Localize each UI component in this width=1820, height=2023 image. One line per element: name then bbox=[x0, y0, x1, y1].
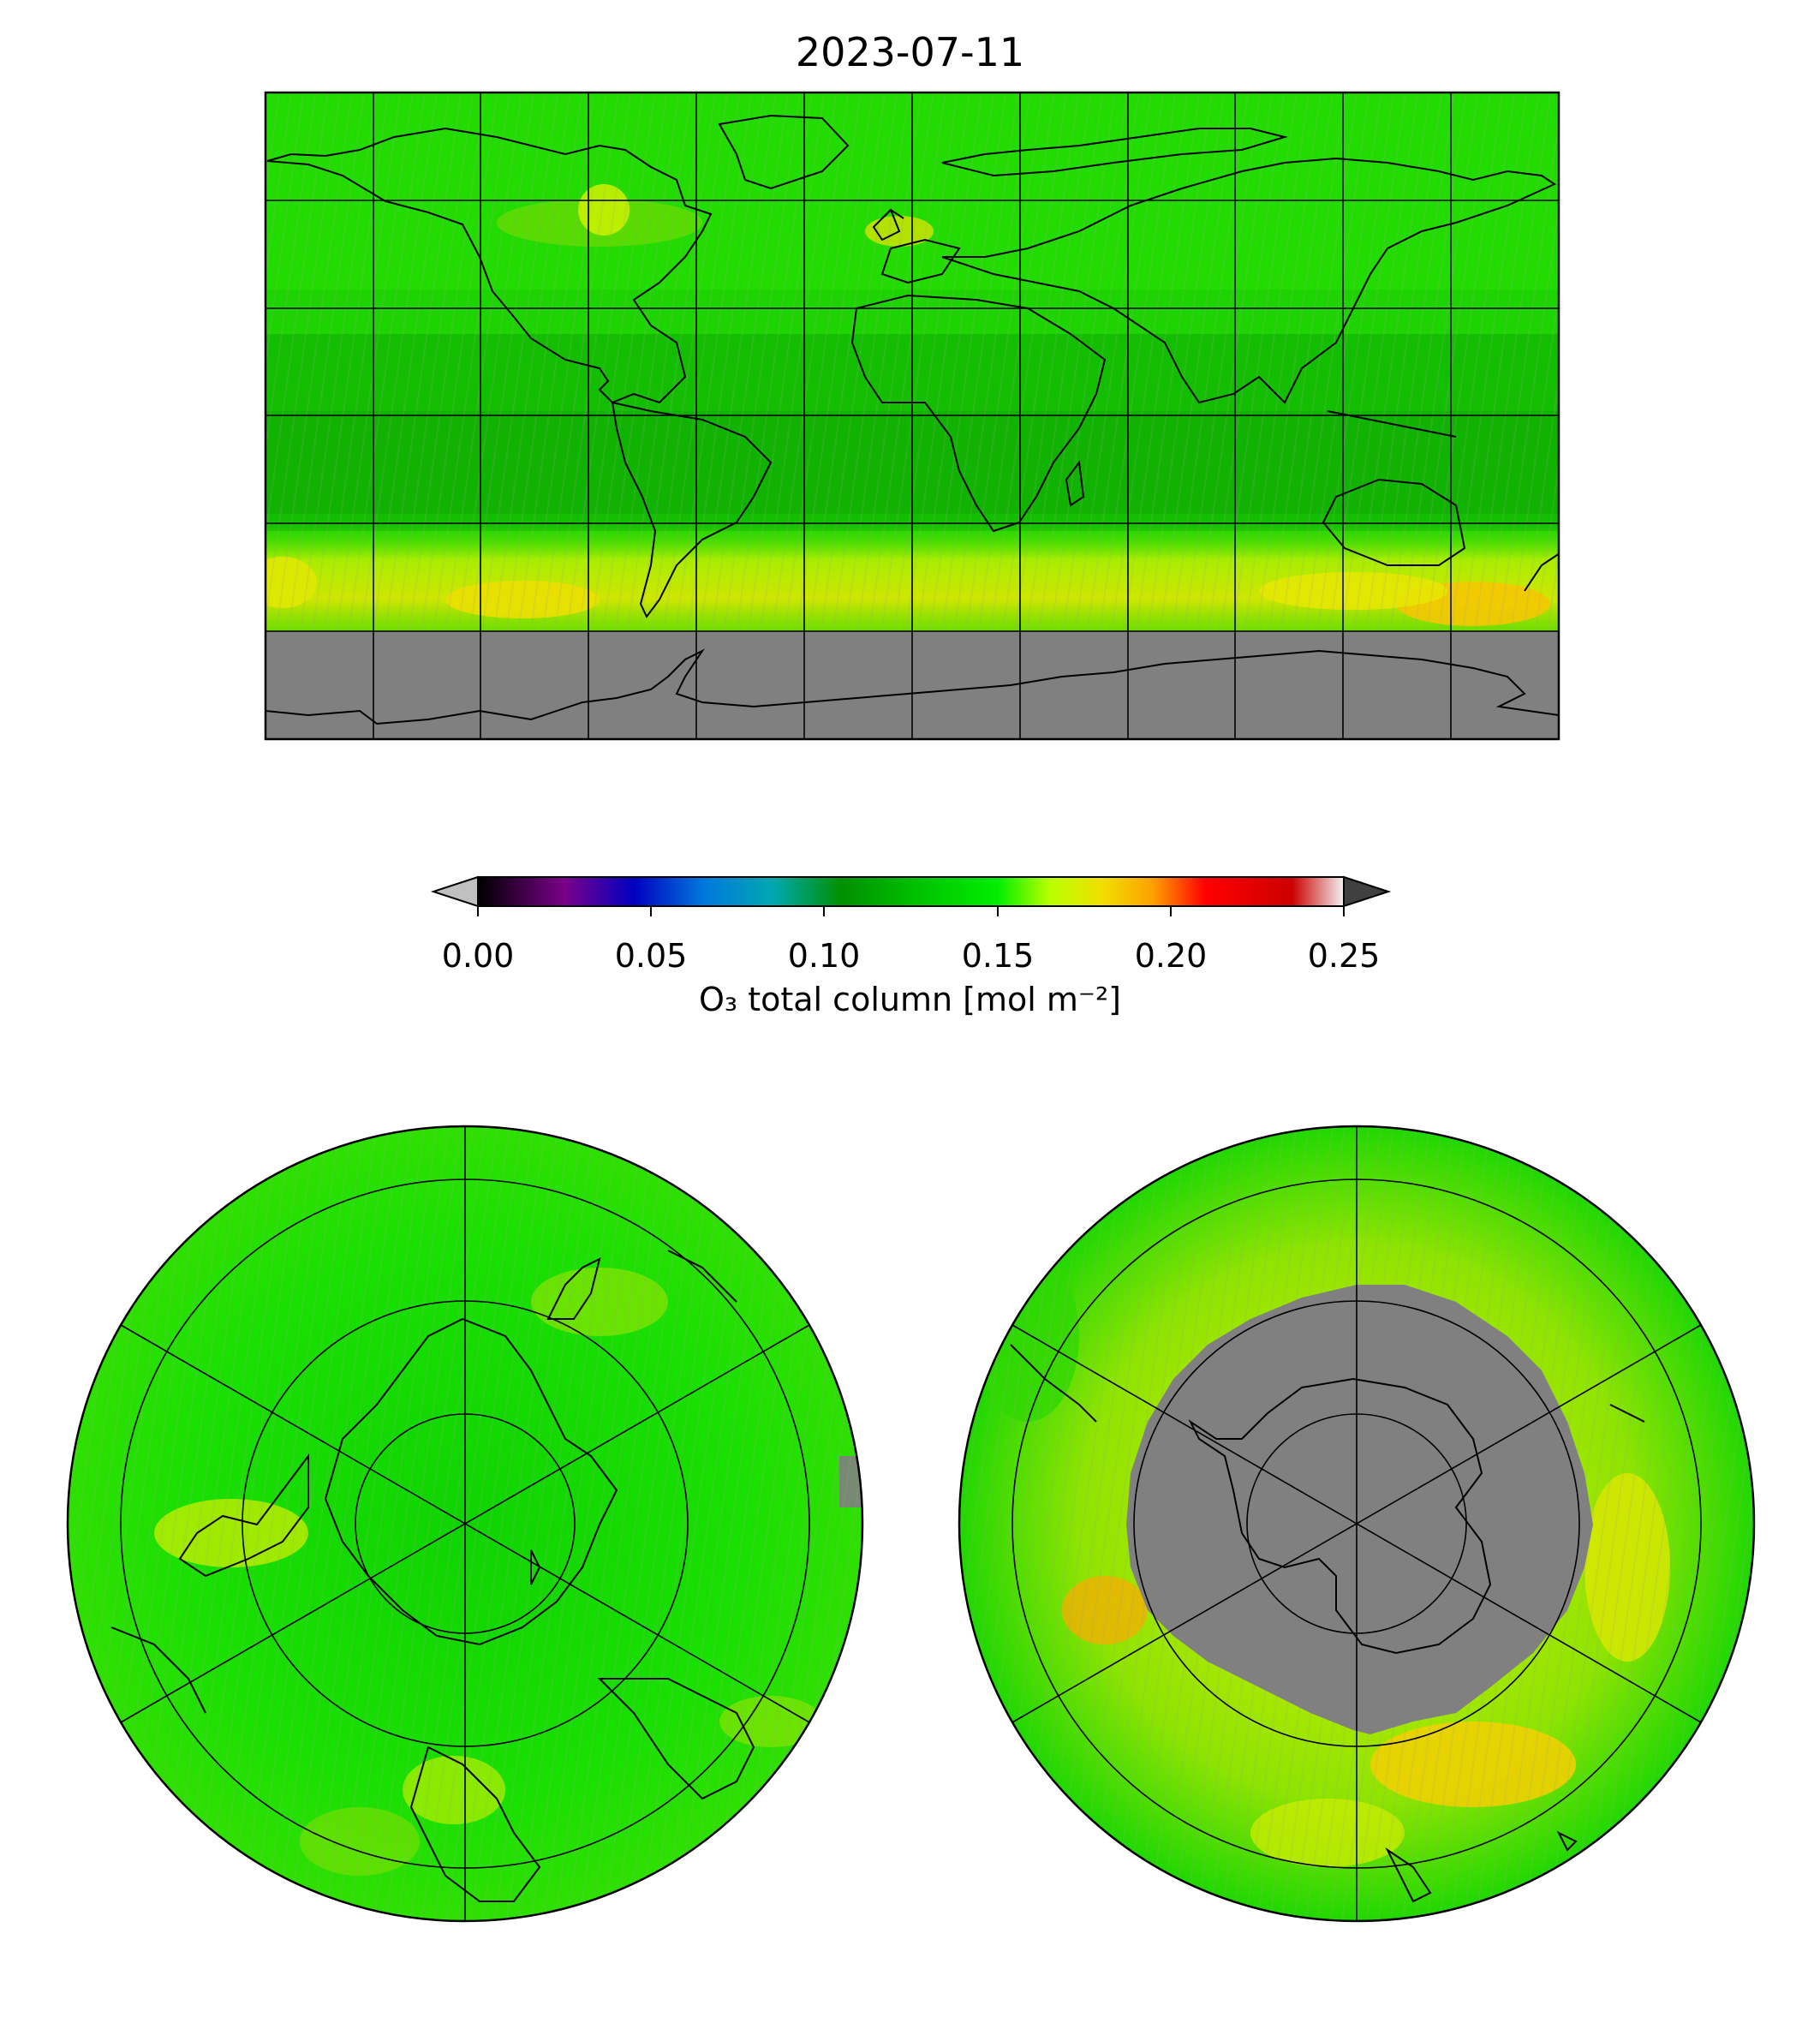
global-map bbox=[264, 91, 1560, 741]
north-polar-field bbox=[68, 1126, 862, 1921]
colorbar-tick-label: 0.00 bbox=[441, 937, 515, 975]
global-map-frame bbox=[264, 91, 1560, 741]
colorbar-tick-label: 0.05 bbox=[614, 937, 688, 975]
north-polar-coastlines bbox=[110, 1250, 755, 1902]
north-polar-graticule bbox=[120, 1126, 810, 1921]
figure-title: 2023-07-11 bbox=[795, 29, 1025, 75]
colorbar-tick-marks bbox=[477, 906, 1345, 916]
global-map-field bbox=[266, 92, 1559, 739]
colorbar-tick-label: 0.25 bbox=[1307, 937, 1381, 975]
colorbar-label: O₃ total column [mol m⁻²] bbox=[698, 981, 1122, 1018]
south-polar-graticule bbox=[1011, 1126, 1702, 1921]
south-polar-field bbox=[959, 1126, 1754, 1921]
global-graticule bbox=[266, 92, 1559, 739]
colorbar-tick-label: 0.15 bbox=[961, 937, 1035, 975]
colorbar-tick-label: 0.20 bbox=[1134, 937, 1208, 975]
north-polar-map bbox=[66, 1125, 864, 1923]
south-polar-frame bbox=[958, 1125, 1756, 1923]
colorbar-over-arrow bbox=[1343, 875, 1392, 908]
colorbar-outline bbox=[477, 876, 1345, 907]
colorbar-tick-label: 0.10 bbox=[787, 937, 861, 975]
colorbar bbox=[430, 875, 1392, 916]
south-polar-coastlines bbox=[1010, 1344, 1645, 1903]
south-polar-missing-area bbox=[1126, 1285, 1593, 1734]
colorbar-under-arrow bbox=[430, 875, 479, 908]
global-coastlines bbox=[266, 114, 1559, 725]
north-polar-frame bbox=[66, 1125, 864, 1923]
colorbar-bar bbox=[478, 877, 1344, 906]
south-polar-map bbox=[958, 1125, 1756, 1923]
